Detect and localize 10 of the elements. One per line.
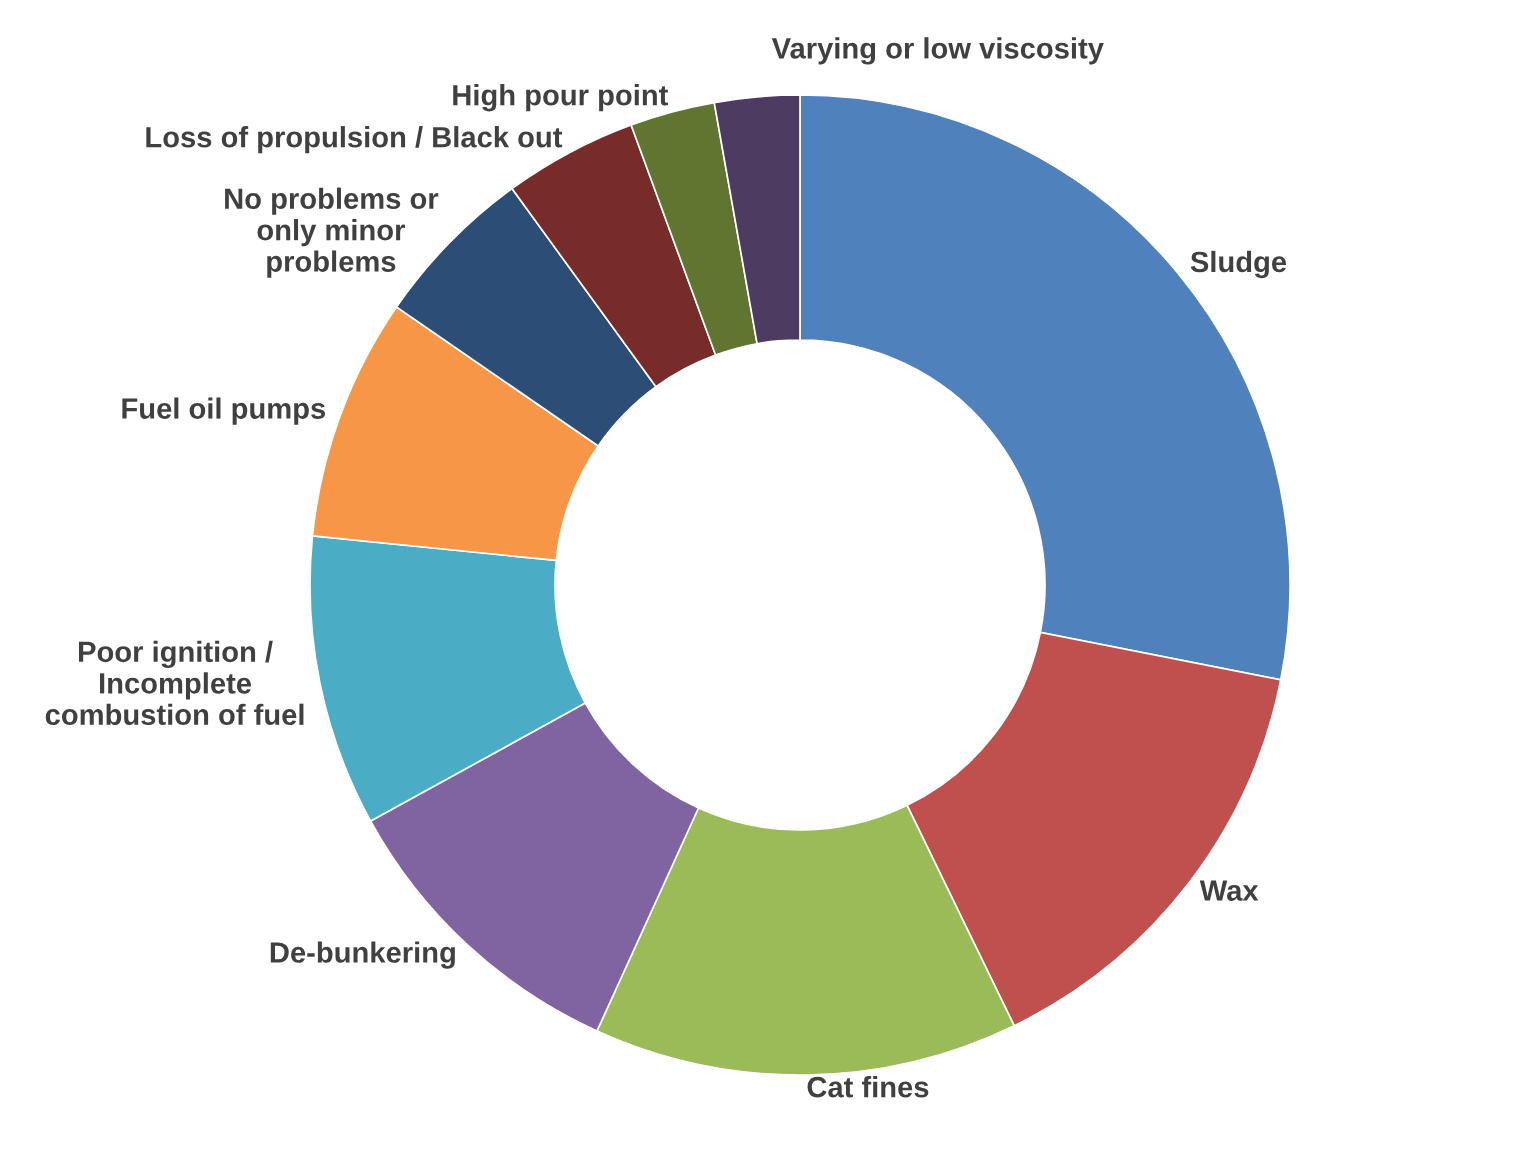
slice-label: Poor ignition / Incomplete combustion of fuel [45, 640, 304, 726]
slice-label: Wax [1199, 880, 1259, 901]
slice-label: High pour point [453, 84, 669, 112]
slice-label: Cat fines [807, 1076, 929, 1098]
slice-label: Fuel oil pumps [122, 397, 326, 425]
slice-label: No problems or only minor problems [225, 187, 439, 278]
slice-label: Varying or low viscosity [771, 37, 1104, 65]
slice-label: Loss of propulsion / Black out [146, 126, 563, 154]
slice-label: De-bunkering [270, 941, 455, 969]
slice-label: Sludge [1190, 250, 1287, 279]
